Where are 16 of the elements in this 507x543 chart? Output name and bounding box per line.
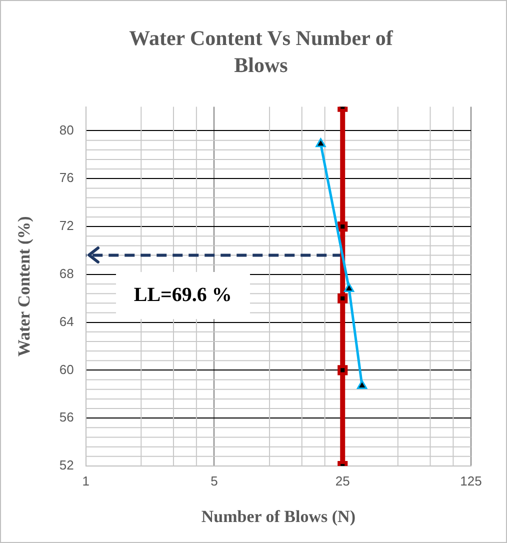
- x-tick-label: 125: [460, 473, 482, 488]
- chart-title: Water Content Vs Number of Blows: [128, 25, 394, 79]
- y-tick-label: 68: [59, 266, 74, 282]
- y-tick-label: 80: [59, 122, 74, 138]
- annotation: LL=69.6 %: [116, 272, 250, 320]
- y-tick-label: 72: [59, 218, 74, 234]
- x-tick-label: 5: [210, 473, 218, 488]
- y-axis-title: Water Content (%): [14, 216, 34, 357]
- x-tick-label: 1: [82, 473, 90, 488]
- y-tick-label: 60: [59, 362, 74, 377]
- y-tick-label: 76: [59, 170, 74, 186]
- x-tick-label: 25: [335, 473, 350, 488]
- x-axis-title: Number of Blows (N): [201, 507, 356, 526]
- y-tick-label: 52: [59, 458, 74, 473]
- y-tick-label: 56: [59, 410, 74, 425]
- y-tick-label: 64: [59, 314, 74, 329]
